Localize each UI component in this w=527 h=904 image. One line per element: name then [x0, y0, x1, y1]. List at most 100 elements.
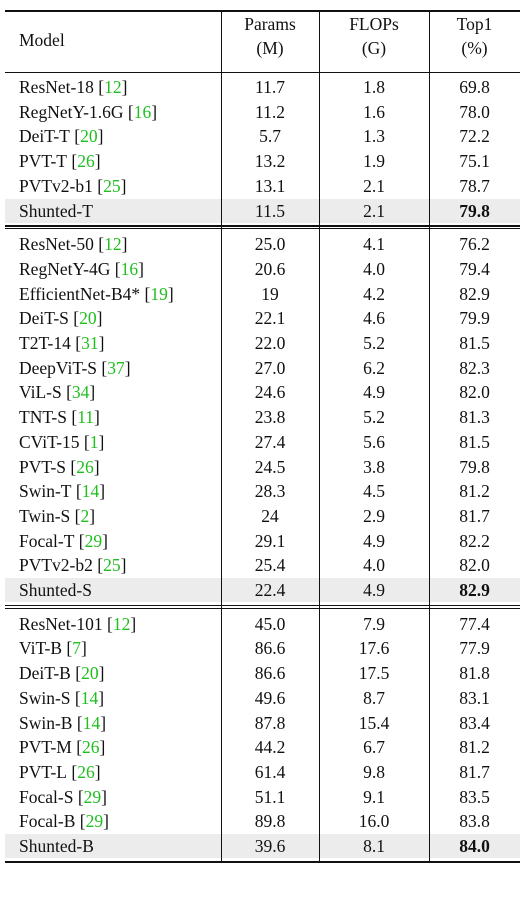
top1-cell: 83.1 [459, 687, 490, 708]
params-cell: 51.1 [254, 786, 286, 807]
params-cell: 39.6 [254, 836, 286, 856]
header-flops: FLOPs (G) [319, 12, 429, 70]
citation-bracket-close: ] [89, 505, 96, 526]
citation-bracket-close: ] [121, 77, 128, 97]
table-row: Focal-S [29] 51.1 9.1 83.5 [5, 785, 520, 809]
flops-cell: 2.1 [363, 200, 385, 221]
model-name-cell: PVT-S [26] [19, 455, 100, 479]
model-name: ResNet-50 [19, 234, 94, 255]
header-top1-line1: Top1 [456, 14, 493, 34]
table-row: ResNet-18 [12] 11.7 1.8 69.8 [5, 75, 520, 99]
params-cell: 22.1 [254, 308, 286, 329]
header-top1-line2: (%) [461, 38, 488, 58]
group-rule-double [5, 228, 520, 230]
model-name: PVTv2-b2 [19, 555, 93, 576]
model-name: ViT-B [19, 638, 63, 659]
model-name-cell: Shunted-T [19, 199, 93, 223]
citation-bracket-open: [ [66, 151, 78, 172]
header-params: Params (M) [221, 12, 319, 70]
citation-ref: 20 [80, 126, 98, 147]
top1-cell: 82.9 [459, 283, 490, 304]
header-rule [5, 72, 520, 73]
model-name: Focal-T [19, 530, 75, 551]
model-name-cell: Focal-S [29] [19, 785, 107, 809]
model-name-cell: Focal-T [29] [19, 529, 108, 553]
citation-bracket-open: [ [97, 357, 108, 378]
top1-cell: 78.0 [459, 101, 490, 122]
citation-ref: 12 [112, 613, 131, 634]
model-name-cell: DeiT-B [20] [19, 661, 104, 685]
model-name: RegNetY-1.6G [19, 101, 124, 122]
top-rule [5, 10, 520, 12]
citation-ref: 29 [85, 811, 104, 832]
citation-bracket-open: [ [92, 555, 104, 576]
citation-bracket-close: ] [121, 234, 128, 255]
citation-bracket-open: [ [69, 126, 81, 147]
model-name: ResNet-18 [19, 77, 94, 97]
table-row: DeepViT-S [37] 27.0 6.2 82.3 [5, 356, 520, 380]
group-rule-double [5, 607, 520, 609]
params-cell: 13.1 [254, 175, 286, 196]
model-name: Swin-S [19, 687, 71, 708]
top1-cell: 81.3 [459, 407, 490, 428]
model-name: TNT-S [19, 407, 67, 428]
flops-cell: 4.6 [363, 308, 385, 329]
citation-ref: 11 [77, 407, 95, 428]
citation-ref: 31 [81, 333, 99, 353]
citation-ref: 26 [76, 456, 94, 477]
model-name: Swin-B [19, 712, 73, 733]
model-name: PVT-S [19, 456, 67, 477]
model-name-cell: ResNet-18 [12] [19, 75, 127, 99]
top1-cell: 81.2 [459, 737, 490, 758]
params-cell: 11.7 [255, 77, 285, 97]
table-row: PVT-T [26] 13.2 1.9 75.1 [5, 149, 520, 173]
citation-bracket-close: ] [89, 382, 96, 403]
citation-bracket-open: [ [92, 175, 104, 196]
group-rule [5, 225, 520, 227]
params-cell: 87.8 [254, 712, 286, 733]
citation-bracket-open: [ [68, 308, 80, 329]
top1-cell: 79.8 [459, 200, 490, 221]
params-cell: 25.0 [254, 234, 286, 255]
header-flops-line1: FLOPs [349, 14, 399, 34]
citation-bracket-open: [ [140, 283, 151, 304]
model-name: ViL-S [19, 382, 62, 403]
params-cell: 22.0 [254, 333, 286, 353]
model-name: Shunted-T [19, 200, 93, 221]
table-row: DeiT-S [20] 22.1 4.6 79.9 [5, 306, 520, 330]
citation-ref: 29 [84, 530, 103, 551]
top1-cell: 69.8 [459, 77, 490, 97]
table-row: PVTv2-b1 [25] 13.1 2.1 78.7 [5, 174, 520, 198]
citation-bracket-close: ] [102, 530, 108, 551]
top1-cell: 79.4 [459, 258, 490, 279]
model-name-cell: ResNet-101 [12] [19, 612, 136, 636]
flops-cell: 5.6 [363, 431, 385, 452]
table-row: PVT-L [26] 61.4 9.8 81.7 [5, 760, 520, 784]
flops-cell: 7.9 [363, 613, 385, 634]
top1-cell: 82.2 [459, 530, 490, 551]
table-row: RegNetY-1.6G [16] 11.2 1.6 78.0 [5, 100, 520, 124]
top1-cell: 77.4 [459, 613, 490, 634]
table-row: Twin-S [2] 24 2.9 81.7 [5, 504, 520, 528]
citation-ref: 20 [81, 663, 99, 684]
top1-cell: 82.3 [459, 357, 490, 378]
citation-bracket-open: [ [73, 786, 84, 807]
citation-ref: 14 [81, 481, 100, 502]
flops-cell: 4.9 [363, 382, 385, 403]
citation-bracket-close: ] [130, 613, 137, 634]
citation-ref: 37 [107, 357, 125, 378]
table-row: Focal-B [29] 89.8 16.0 83.8 [5, 809, 520, 833]
params-cell: 89.8 [254, 811, 286, 832]
model-name-cell: Focal-B [29] [19, 809, 109, 833]
column-divider [319, 12, 320, 861]
citation-bracket-open: [ [62, 638, 73, 659]
citation-bracket-close: ] [81, 638, 87, 659]
model-name: DeiT-B [19, 663, 71, 684]
model-name: PVT-T [19, 151, 67, 172]
model-name-cell: ViT-B [7] [19, 636, 87, 660]
flops-cell: 1.8 [363, 77, 385, 97]
model-name-cell: PVTv2-b1 [25] [19, 174, 126, 198]
citation-ref: 14 [80, 687, 99, 708]
table-row: ResNet-50 [12] 25.0 4.1 76.2 [5, 232, 520, 256]
top1-cell: 82.9 [459, 580, 490, 600]
